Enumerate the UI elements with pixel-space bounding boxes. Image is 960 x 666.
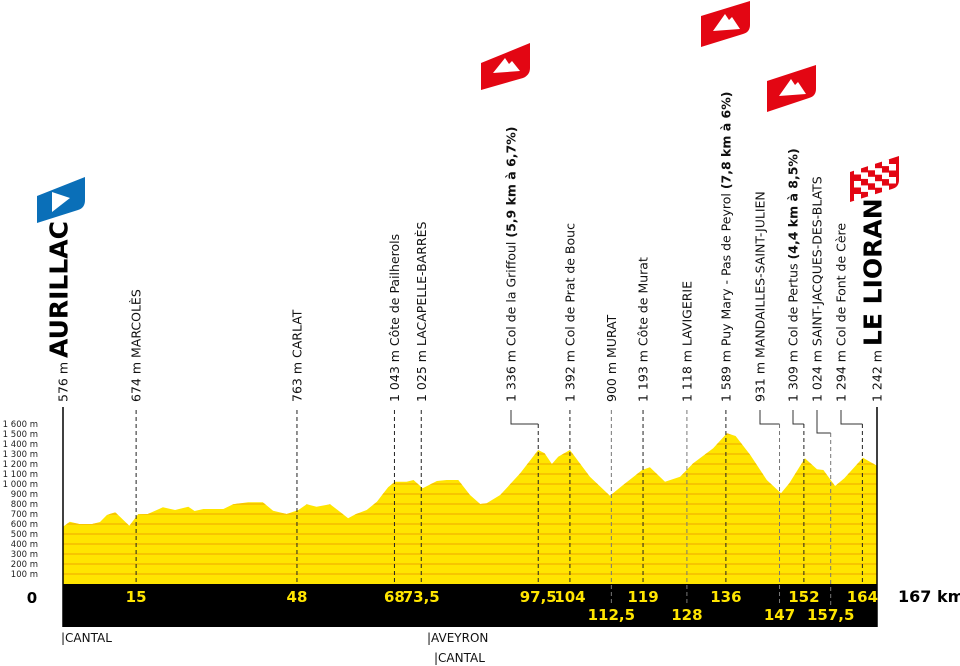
y-tick-label: 1 300 m: [3, 450, 38, 460]
km-label: 119: [627, 588, 658, 606]
checkpoint-label: 1 118 m LAVIGERIE: [679, 281, 694, 402]
km-label: 164: [847, 588, 878, 606]
checkpoint-altitude: 1 242 m: [870, 350, 885, 402]
leader-line: [759, 410, 780, 425]
checkpoint-label: 1 043 m Côte de Pailherols: [387, 234, 402, 402]
checkpoint-label: 931 m MANDAILLES-SAINT-JULIEN: [753, 191, 768, 402]
km-label: 15: [126, 588, 147, 606]
y-tick-label: 1 200 m: [3, 460, 38, 470]
km-label: 97,5: [520, 588, 557, 606]
checkpoint-name: AURILLAC: [45, 221, 74, 358]
checkpoint-label: 1 242 m LE LIORAN: [859, 198, 888, 402]
y-tick-label: 1 600 m: [3, 420, 38, 430]
checkpoint-name: MARCOLÈS: [129, 289, 144, 358]
checkpoint-altitude: 1 118 m: [679, 350, 694, 402]
checkpoint-label: 1 024 m SAINT-JACQUES-DES-BLATS: [810, 176, 825, 402]
km-label: 147: [764, 606, 795, 624]
km-label: 48: [287, 588, 308, 606]
checkpoint-altitude: 900 m: [604, 362, 619, 402]
checkpoint-name: MURAT: [604, 314, 619, 358]
checkpoint-name: LE LIORAN: [859, 198, 888, 346]
leader-line: [816, 410, 831, 434]
y-zero-label: 0: [27, 589, 37, 607]
region-label-cantal: |CANTAL: [61, 631, 112, 645]
checkpoint-name: LAVIGERIE: [679, 281, 694, 346]
checkpoint-name: Puy Mary - Pas de Peyrol: [718, 193, 733, 346]
y-tick-label: 700 m: [11, 510, 38, 520]
checkpoint-label: 1 294 m Col de Font de Cère: [834, 223, 849, 402]
checkpoint-name: LACAPELLE-BARRÈS: [414, 221, 429, 346]
climb-detail: (7,8 km à 6%): [718, 92, 733, 190]
checkpoint-name: Col de la Griffoul: [504, 242, 519, 346]
y-tick-label: 100 m: [11, 570, 38, 580]
checkpoint-altitude: 1 589 m: [718, 350, 733, 402]
mountain-flag-icon: [767, 65, 816, 112]
checkpoint-altitude: 1 024 m: [810, 350, 825, 402]
climb-detail: (4,4 km à 8,5%): [786, 148, 801, 259]
checkpoint-label: 1 309 m Col de Pertus (4,4 km à 8,5%): [786, 148, 801, 402]
checkpoint-name: Côte de Murat: [636, 257, 651, 346]
km-label: 136: [710, 588, 741, 606]
mountain-flag-icon: [481, 43, 530, 90]
checkpoint-label: 1 589 m Puy Mary - Pas de Peyrol (7,8 km…: [718, 92, 733, 402]
checkpoint-altitude: 674 m: [129, 362, 144, 402]
km-band: [63, 584, 877, 627]
checkpoint-altitude: 931 m: [753, 362, 768, 402]
climb-detail: (5,9 km à 6,7%): [504, 127, 519, 238]
leader-line: [510, 410, 539, 425]
y-tick-label: 800 m: [11, 500, 38, 510]
checkpoint-name: MANDAILLES-SAINT-JULIEN: [753, 191, 768, 358]
checkpoint-altitude: 763 m: [289, 362, 304, 402]
checkpoint-name: Col de Pertus: [786, 263, 801, 346]
y-tick-label: 900 m: [11, 490, 38, 500]
checkpoint-name: Col de Prat de Bouc: [562, 223, 577, 346]
y-tick-label: 400 m: [11, 540, 38, 550]
y-tick-label: 300 m: [11, 550, 38, 560]
checkpoint-altitude: 576 m: [56, 362, 71, 402]
checkpoint-name: CARLAT: [289, 309, 304, 358]
leader-line: [840, 410, 863, 425]
y-tick-label: 500 m: [11, 530, 38, 540]
km-label: 128: [671, 606, 702, 624]
checkpoint-name: Côte de Pailherols: [387, 234, 402, 346]
checkpoint-altitude: 1 043 m: [387, 350, 402, 402]
km-label: 157,5: [807, 606, 854, 624]
checkpoint-altitude: 1 336 m: [504, 350, 519, 402]
y-tick-label: 1 500 m: [3, 430, 38, 440]
checkpoint-altitude: 1 193 m: [636, 350, 651, 402]
mountain-flag-icon: [701, 1, 750, 47]
km-label: 104: [554, 588, 585, 606]
checkpoint-label: 576 m AURILLAC: [45, 221, 74, 402]
km-label: 73,5: [403, 588, 440, 606]
y-tick-label: 200 m: [11, 560, 38, 570]
total-distance-label: 167 km: [898, 587, 960, 606]
region-label-cantal-2: |CANTAL: [434, 651, 485, 665]
elevation-profile-area: [63, 433, 877, 584]
checkpoint-name: SAINT-JACQUES-DES-BLATS: [810, 176, 825, 346]
checkpoint-label: 900 m MURAT: [604, 314, 619, 402]
y-tick-label: 600 m: [11, 520, 38, 530]
y-tick-label: 1 100 m: [3, 470, 38, 480]
km-label: 152: [788, 588, 819, 606]
km-label: 68: [384, 588, 405, 606]
checkpoint-altitude: 1 025 m: [414, 350, 429, 402]
y-tick-label: 1 000 m: [3, 480, 38, 490]
checkpoint-label: 1 193 m Côte de Murat: [636, 257, 651, 402]
checkpoint-label: 1 392 m Col de Prat de Bouc: [562, 223, 577, 402]
checkpoint-name: Col de Font de Cère: [834, 223, 849, 346]
checkpoint-label: 674 m MARCOLÈS: [129, 289, 144, 402]
region-label-aveyron: |AVEYRON: [427, 631, 488, 645]
finish-flag-icon: [850, 156, 899, 202]
y-tick-label: 1 400 m: [3, 440, 38, 450]
checkpoint-label: 1 336 m Col de la Griffoul (5,9 km à 6,7…: [504, 127, 519, 402]
checkpoint-label: 1 025 m LACAPELLE-BARRÈS: [414, 221, 429, 402]
km-label: 112,5: [588, 606, 635, 624]
checkpoint-altitude: 1 294 m: [834, 350, 849, 402]
checkpoint-altitude: 1 392 m: [562, 350, 577, 402]
start-flag-icon: [37, 177, 85, 223]
checkpoint-label: 763 m CARLAT: [289, 309, 304, 402]
leader-line: [792, 410, 804, 425]
checkpoint-altitude: 1 309 m: [786, 350, 801, 402]
